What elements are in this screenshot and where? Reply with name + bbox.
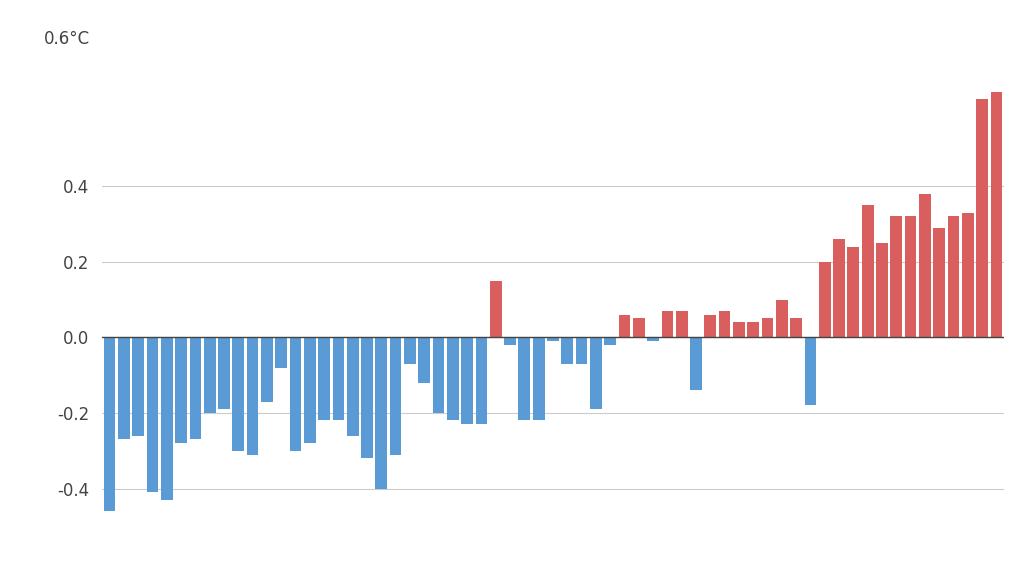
Bar [489, 281, 502, 338]
Bar [575, 338, 588, 364]
Bar [146, 338, 159, 492]
Bar [461, 338, 473, 425]
Bar [518, 338, 530, 420]
Bar [218, 338, 229, 409]
Bar [347, 338, 358, 435]
Bar [118, 338, 130, 439]
Bar [891, 217, 902, 338]
Bar [361, 338, 373, 458]
Bar [676, 311, 687, 338]
Bar [762, 319, 773, 338]
Bar [662, 311, 673, 338]
Bar [976, 99, 988, 338]
Bar [290, 338, 301, 450]
Bar [433, 338, 444, 413]
Bar [633, 319, 645, 338]
Bar [904, 217, 916, 338]
Bar [419, 338, 430, 382]
Bar [247, 338, 258, 454]
Bar [848, 247, 859, 338]
Bar [705, 314, 716, 338]
Bar [990, 92, 1002, 338]
Bar [647, 338, 659, 341]
Bar [189, 338, 202, 439]
Bar [962, 213, 974, 338]
Bar [318, 338, 330, 420]
Bar [618, 314, 631, 338]
Bar [333, 338, 344, 420]
Bar [947, 217, 959, 338]
Bar [561, 338, 573, 364]
Bar [390, 338, 401, 454]
Bar [877, 243, 888, 338]
Bar [590, 338, 602, 409]
Bar [376, 338, 387, 488]
Text: 0.6°C: 0.6°C [44, 30, 90, 48]
Bar [805, 338, 816, 406]
Bar [475, 338, 487, 425]
Bar [733, 322, 744, 338]
Bar [232, 338, 244, 450]
Bar [719, 311, 730, 338]
Bar [919, 194, 931, 338]
Bar [175, 338, 187, 443]
Bar [690, 338, 701, 391]
Bar [103, 338, 116, 511]
Bar [161, 338, 173, 500]
Bar [532, 338, 545, 420]
Bar [776, 300, 787, 338]
Bar [446, 338, 459, 420]
Bar [748, 322, 759, 338]
Bar [834, 239, 845, 338]
Bar [204, 338, 215, 413]
Bar [275, 338, 287, 367]
Bar [404, 338, 416, 364]
Bar [862, 205, 873, 338]
Bar [791, 319, 802, 338]
Bar [504, 338, 516, 345]
Bar [604, 338, 616, 345]
Bar [304, 338, 315, 443]
Bar [261, 338, 272, 401]
Bar [547, 338, 559, 341]
Bar [132, 338, 144, 435]
Bar [933, 228, 945, 338]
Bar [819, 262, 830, 338]
